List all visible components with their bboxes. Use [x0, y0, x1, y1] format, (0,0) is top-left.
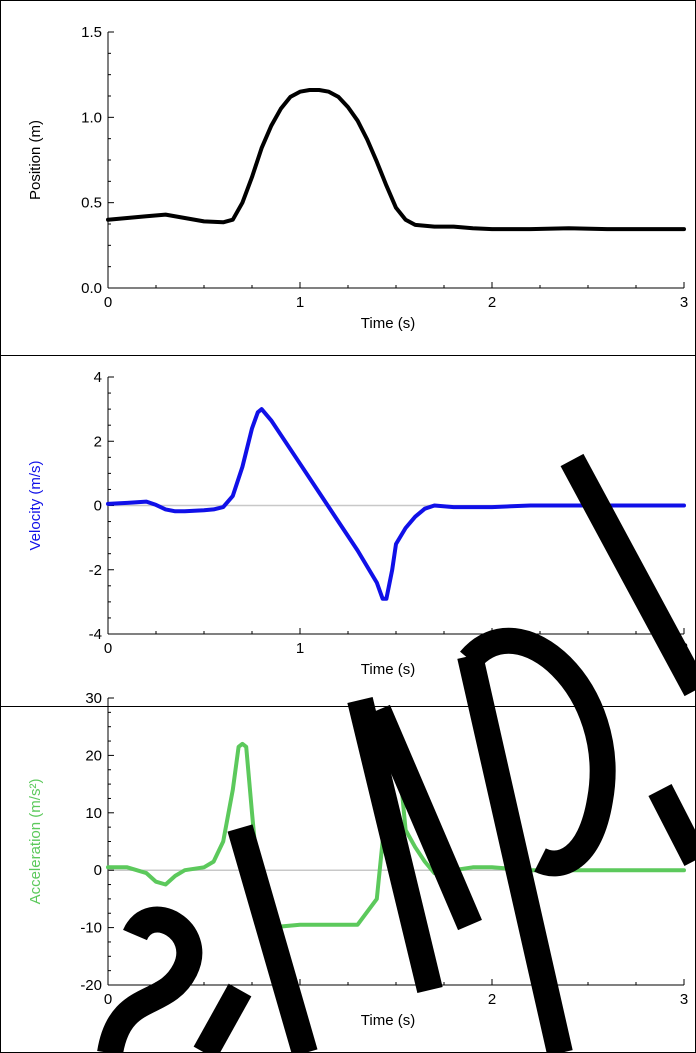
x-tick-label: 3 [680, 294, 688, 311]
x-tick-label: 0 [104, 991, 112, 1008]
y-axis-label: Acceleration (m/s²) [27, 779, 44, 905]
y-tick-label: 20 [85, 747, 102, 764]
series-line [106, 407, 686, 601]
series-line [106, 88, 686, 232]
x-axis-label: Time (s) [361, 661, 415, 678]
y-tick-label: 1.5 [81, 24, 102, 41]
y-tick-label: 10 [85, 805, 102, 822]
x-tick-label: 3 [680, 991, 688, 1008]
y-tick-label: -20 [80, 977, 102, 994]
x-tick-label: 0 [104, 294, 112, 311]
x-tick-label: 3 [680, 640, 688, 657]
y-tick-label: 0 [94, 498, 102, 515]
y-tick-label: 1.0 [81, 109, 102, 126]
x-tick-label: 2 [488, 991, 496, 1008]
x-tick-label: 0 [104, 640, 112, 657]
y-tick-label: 0.5 [81, 195, 102, 212]
x-tick-label: 1 [296, 991, 304, 1008]
x-tick-label: 1 [296, 294, 304, 311]
y-tick-label: 2 [94, 433, 102, 450]
y-axis-label: Velocity (m/s) [27, 460, 44, 550]
x-tick-label: 2 [488, 640, 496, 657]
y-tick-label: 30 [85, 690, 102, 707]
position-chart: 0 1 2 3 0.0 0.5 1.0 1.5 Time (s) Position (m) [27, 24, 688, 332]
x-axis-label: Time (s) [361, 315, 415, 332]
y-tick-label: -10 [80, 920, 102, 937]
y-tick-label: -4 [89, 626, 102, 643]
y-tick-label: 0.0 [81, 280, 102, 297]
x-axis-label: Time (s) [361, 1012, 415, 1029]
y-axis-label: Position (m) [27, 120, 44, 200]
y-tick-label: -2 [89, 562, 102, 579]
x-tick-label: 1 [296, 640, 304, 657]
y-tick-label: 0 [94, 862, 102, 879]
x-tick-label: 2 [488, 294, 496, 311]
y-tick-label: 4 [94, 369, 102, 386]
